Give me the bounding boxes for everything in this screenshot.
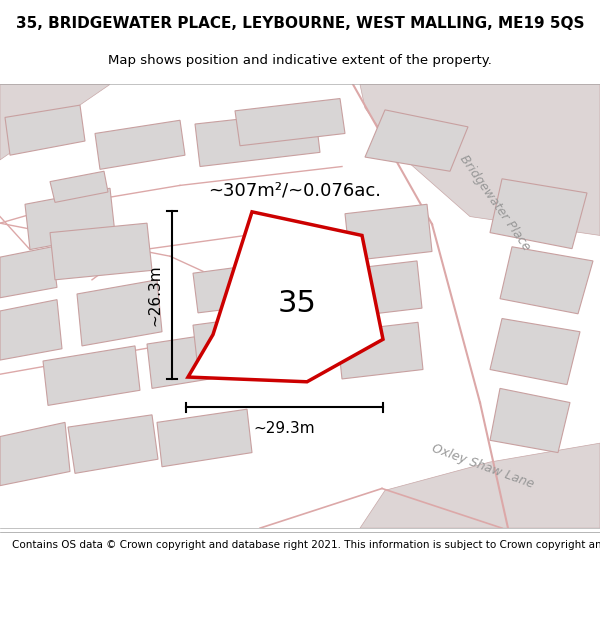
Polygon shape (337, 322, 423, 379)
Text: ~307m²/~0.076ac.: ~307m²/~0.076ac. (209, 181, 382, 199)
Polygon shape (345, 204, 432, 261)
Text: 35: 35 (278, 289, 316, 318)
Polygon shape (0, 84, 110, 160)
Polygon shape (193, 313, 290, 369)
Text: ~26.3m: ~26.3m (147, 264, 162, 326)
Text: 35, BRIDGEWATER PLACE, LEYBOURNE, WEST MALLING, ME19 5QS: 35, BRIDGEWATER PLACE, LEYBOURNE, WEST M… (16, 16, 584, 31)
Polygon shape (50, 171, 108, 202)
Polygon shape (68, 415, 158, 473)
Polygon shape (188, 212, 383, 382)
Polygon shape (25, 188, 115, 249)
Polygon shape (147, 332, 233, 388)
Text: Contains OS data © Crown copyright and database right 2021. This information is : Contains OS data © Crown copyright and d… (12, 540, 600, 550)
Polygon shape (337, 261, 422, 318)
Polygon shape (157, 409, 252, 467)
Polygon shape (5, 105, 85, 155)
Polygon shape (360, 443, 600, 528)
Polygon shape (50, 223, 152, 280)
Polygon shape (195, 111, 320, 166)
Polygon shape (235, 99, 345, 146)
Text: Bridgewater Place: Bridgewater Place (457, 152, 533, 252)
Polygon shape (360, 84, 600, 236)
Polygon shape (490, 319, 580, 384)
Polygon shape (0, 299, 62, 360)
Polygon shape (193, 261, 290, 313)
Polygon shape (77, 280, 162, 346)
Text: Oxley Shaw Lane: Oxley Shaw Lane (430, 442, 536, 491)
Polygon shape (95, 120, 185, 169)
Text: ~29.3m: ~29.3m (254, 421, 316, 436)
Polygon shape (0, 422, 70, 486)
Polygon shape (365, 110, 468, 171)
Text: Map shows position and indicative extent of the property.: Map shows position and indicative extent… (108, 54, 492, 68)
Polygon shape (0, 247, 57, 298)
Polygon shape (490, 388, 570, 452)
Polygon shape (43, 346, 140, 406)
Polygon shape (490, 179, 587, 249)
Polygon shape (500, 247, 593, 314)
